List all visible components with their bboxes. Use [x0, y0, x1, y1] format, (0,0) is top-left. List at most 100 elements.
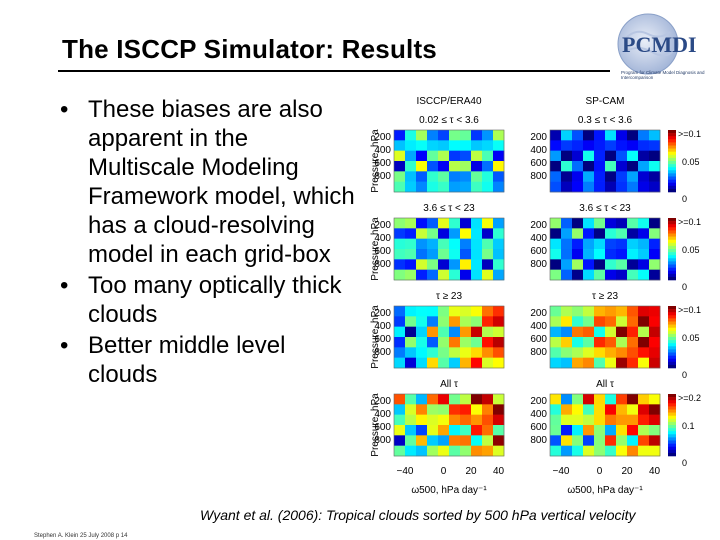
heatmap-cell: [394, 218, 406, 229]
heatmap-cell: [605, 259, 617, 270]
colorbar-segment: [668, 449, 676, 454]
colorbar-segment: [668, 343, 676, 347]
heatmap-cell: [627, 326, 639, 338]
heatmap-cell: [583, 218, 595, 229]
heatmap-cell: [594, 306, 606, 317]
heatmap-cell: [605, 181, 617, 193]
heatmap-cell: [493, 130, 505, 141]
heatmap-cell: [394, 414, 406, 426]
heatmap-cell: [449, 130, 461, 141]
heatmap-cell: [605, 238, 617, 250]
heatmap-cell: [427, 140, 439, 151]
heatmap-cell: [493, 150, 505, 162]
panel-frame: [393, 305, 505, 369]
heatmap-cell: [471, 306, 483, 317]
colorbar-segment: [668, 170, 676, 174]
heatmap-cell: [493, 445, 505, 457]
heatmap-cell: [449, 140, 461, 151]
heatmap-cell: [594, 161, 606, 172]
heatmap-cell: [583, 259, 595, 270]
heatmap-cell: [405, 238, 417, 250]
heatmap-cell: [416, 218, 428, 229]
heatmap-cell: [416, 228, 428, 239]
colorbar-segment: [668, 443, 676, 447]
heatmap-cell: [638, 435, 650, 446]
heatmap-cell: [572, 181, 584, 193]
colorbar-min-label: 0: [682, 194, 687, 204]
heatmap-cell: [572, 161, 584, 172]
x-tick-label: 20: [465, 466, 477, 477]
heatmap-cell: [438, 414, 450, 426]
heatmap-cell: [416, 161, 428, 172]
panel-label: All τ: [440, 379, 458, 390]
heatmap-cell: [449, 445, 461, 457]
heatmap-cell: [471, 228, 483, 239]
heatmap-cell: [394, 181, 406, 193]
heatmap-cell: [460, 140, 472, 151]
heatmap-cell: [561, 150, 573, 162]
colorbar-segment: [668, 421, 676, 426]
heatmap-cell: [583, 249, 595, 260]
heatmap-cell: [627, 140, 639, 151]
heatmap-cell: [449, 316, 461, 327]
heatmap-cell: [482, 228, 494, 239]
colorbar-segment: [668, 315, 676, 319]
heatmap-cell: [605, 218, 617, 229]
heatmap-cell: [627, 425, 639, 436]
heatmap-cell: [438, 347, 450, 358]
colorbar-segment: [668, 337, 676, 341]
heatmap-cell: [438, 259, 450, 270]
colorbar-segment: [668, 249, 676, 253]
heatmap-cell: [594, 269, 606, 281]
heatmap-cell: [405, 435, 417, 446]
heatmap-cell: [627, 347, 639, 358]
heatmap-cell: [471, 181, 483, 193]
heatmap-cell: [394, 269, 406, 281]
heatmap-cell: [427, 228, 439, 239]
panel-label: All τ: [596, 379, 614, 390]
heatmap-cell: [594, 218, 606, 229]
heatmap-cell: [605, 326, 617, 338]
heatmap-cell: [638, 228, 650, 239]
heatmap-cell: [460, 414, 472, 426]
heatmap-cell: [449, 306, 461, 317]
heatmap-cell: [405, 326, 417, 338]
heatmap-cell: [572, 306, 584, 317]
heatmap-cell: [627, 130, 639, 141]
heatmap-cell: [405, 181, 417, 193]
y-tick-label: 600: [374, 246, 391, 257]
heatmap-cell: [449, 181, 461, 193]
heatmap-cell: [649, 425, 661, 436]
heatmap-cell: [416, 249, 428, 260]
x-tick-label: −40: [553, 466, 570, 477]
heatmap-cell: [438, 326, 450, 338]
heatmap-cell: [594, 394, 606, 405]
heatmap-cell: [627, 161, 639, 172]
heatmap-cell: [427, 259, 439, 270]
heatmap-cell: [427, 357, 439, 369]
heatmap-cell: [416, 269, 428, 281]
heatmap-cell: [583, 357, 595, 369]
heatmap-cell: [460, 130, 472, 141]
heatmap-cell: [493, 326, 505, 338]
colorbar-segment: [668, 218, 676, 222]
heatmap-cell: [561, 171, 573, 182]
heatmap-cell: [583, 414, 595, 426]
heatmap-cell: [616, 337, 628, 348]
cloud-histogram-figure: ISCCP/ERA40 SP-CAM 0.02 ≤ τ < 3.6 0.3 ≤ τ <…: [370, 96, 701, 496]
colorbar-segment: [668, 188, 676, 193]
heatmap-cell: [572, 259, 584, 270]
heatmap-cell: [482, 357, 494, 369]
heatmap-cell: [550, 306, 562, 317]
heatmap-cell: [416, 414, 428, 426]
colorbar-segment: [668, 182, 676, 187]
heatmap-cell: [471, 435, 483, 446]
heatmap-cell: [627, 181, 639, 193]
heatmap-cell: [605, 150, 617, 162]
figure-caption: Wyant et al. (2006): Tropical clouds sor…: [200, 507, 636, 523]
y-tick-label: 400: [374, 145, 391, 156]
heatmap-cell: [572, 404, 584, 415]
bullet-text: Too many optically thick clouds: [88, 272, 342, 328]
heatmap-cell: [405, 150, 417, 162]
colorbar-segment: [668, 161, 676, 165]
